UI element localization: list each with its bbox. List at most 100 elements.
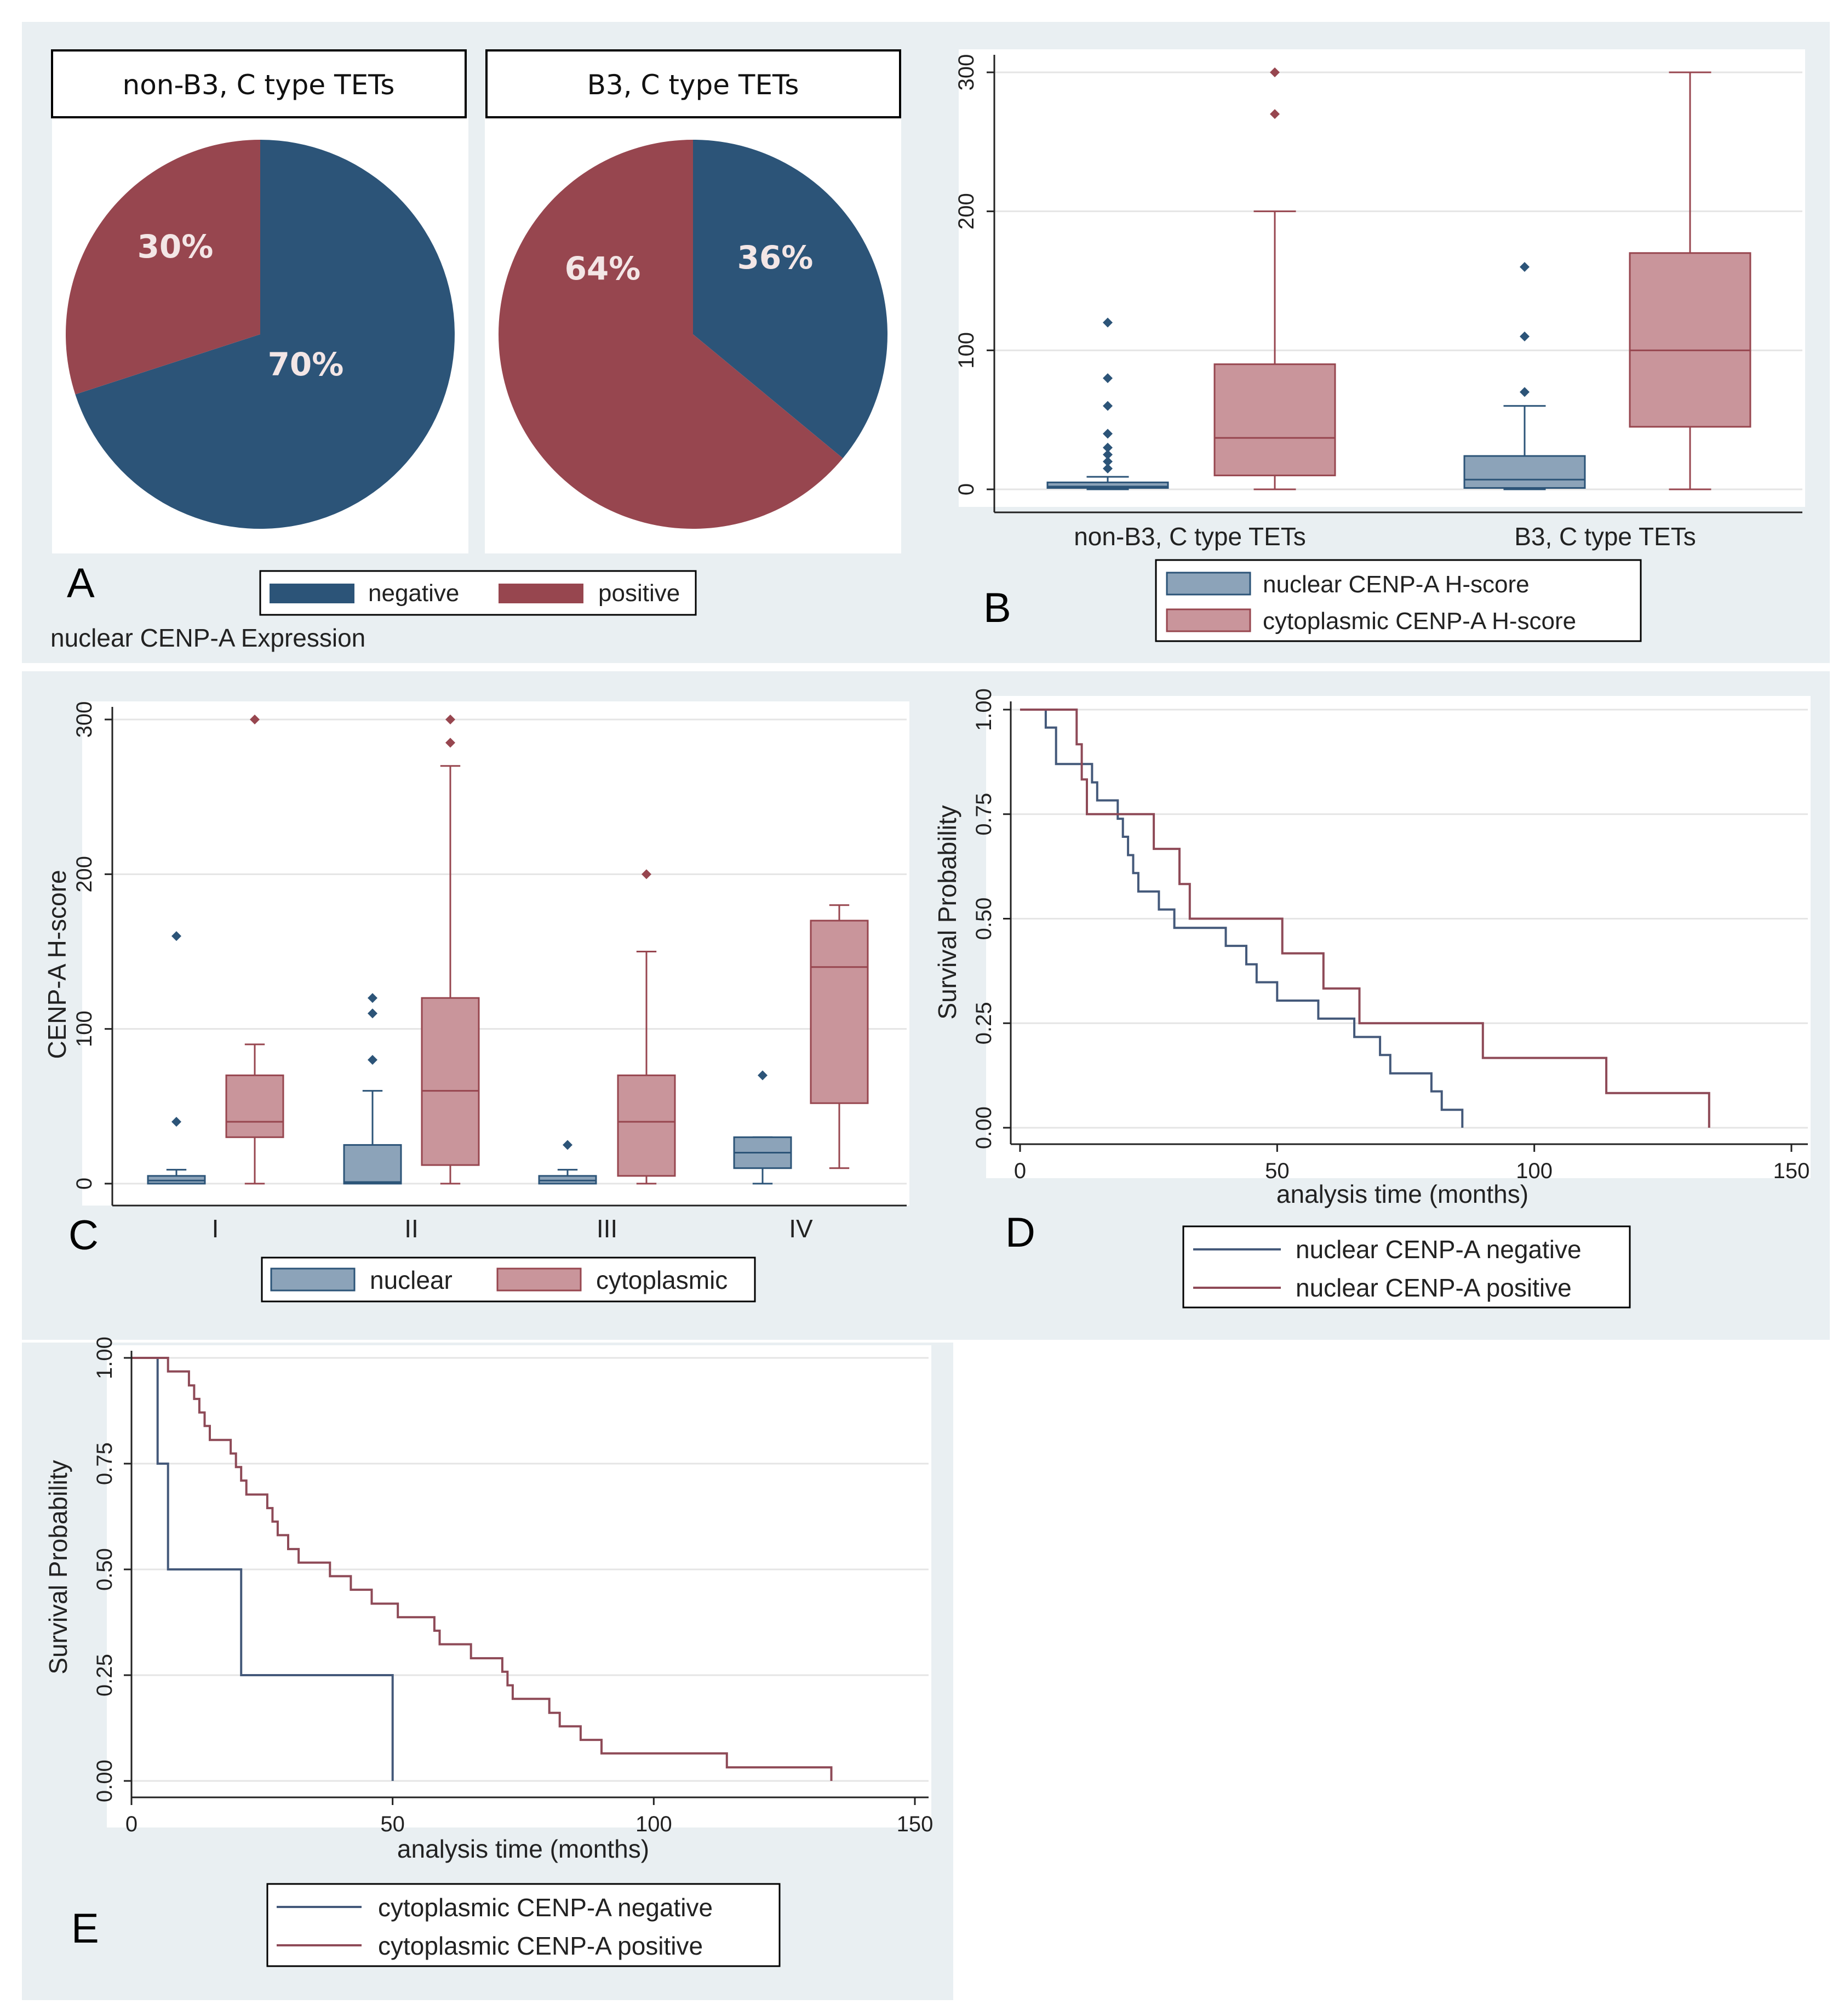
c-ii-cytoplasmic-box [421, 997, 480, 1166]
d-y-tick-label: 0.50 [972, 898, 996, 940]
panel-label-b: B [983, 585, 1011, 631]
e-x-axis-title: analysis time (months) [397, 1835, 649, 1863]
pie-2-header-box [485, 49, 901, 118]
e-survival-curve-positive [131, 1357, 833, 1781]
c-ii-cytoplasmic-outlier [445, 715, 455, 724]
d-y-tick-label: 0.25 [972, 1002, 996, 1044]
plot-d-area [986, 696, 1811, 1178]
e-x-tick-label: 100 [635, 1812, 672, 1836]
pie-2-label-positive: 64% [565, 250, 641, 287]
panel-a-subtitle: nuclear CENP-A Expression [50, 624, 365, 652]
d-y-tick-label: 1.00 [972, 688, 996, 731]
c-ii-cytoplasmic-outlier [445, 738, 455, 748]
pie-1-slice-positive [65, 140, 260, 395]
e-y-tick-label: 1.00 [93, 1337, 117, 1379]
b-b3-c-type-tets-nuclear-outlier [1520, 262, 1530, 272]
c-iii-cytoplasmic-outlier [642, 869, 651, 879]
e-y-tick-label: 0.75 [93, 1442, 117, 1485]
legend-d-label-positive: nuclear CENP-A positive [1296, 1273, 1572, 1302]
legend-a-swatch-negative [270, 584, 354, 603]
c-iii-cytoplasmic-box [617, 1074, 676, 1177]
c-iv-cytoplasmic-box [810, 920, 869, 1104]
e-y-tick-label: 0.00 [93, 1760, 117, 1802]
b-b3-c-type-tets-nuclear-outlier [1520, 387, 1530, 397]
legend-c-label-nuclear: nuclear [370, 1266, 453, 1294]
c-category-label-i: I [212, 1214, 219, 1243]
e-x-tick-label: 0 [125, 1812, 138, 1836]
c-ii-nuclear-outlier [368, 993, 377, 1003]
d-y-tick-label: 0.75 [972, 793, 996, 836]
pie-1-label-negative: 70% [268, 346, 344, 383]
legend-b-swatch-cytoplasmic [1166, 608, 1251, 632]
d-x-tick-label: 0 [1014, 1159, 1026, 1183]
legend-b-swatch-nuclear [1166, 572, 1251, 596]
b-y-tick-label: 100 [954, 332, 978, 369]
panel-a-pie-charts: non-B3, C type TETs B3, C type TETs 70% … [50, 49, 901, 652]
b-y-tick-label: 0 [954, 483, 978, 495]
legend-e-label-positive: cytoplasmic CENP-A positive [378, 1932, 703, 1960]
b-non-b3-c-type-tets-nuclear-outlier [1103, 401, 1113, 411]
b-non-b3-c-type-tets-nuclear-outlier [1103, 317, 1113, 328]
c-y-tick-label: 0 [72, 1178, 96, 1190]
legend-d-label-negative: nuclear CENP-A negative [1296, 1235, 1582, 1264]
b-non-b3-c-type-tets-nuclear-outlier [1103, 429, 1113, 439]
panel-e-survival-plot: 0.00 0.25 0.50 0.75 1.00 0 50 100 150 Survival P… [44, 1337, 934, 1967]
legend-a-swatch-positive [499, 584, 583, 603]
legend-b-label-nuclear: nuclear CENP-A H-score [1263, 571, 1530, 598]
pie-2-label-negative: 36% [737, 239, 814, 276]
c-ii-nuclear-outlier [368, 1008, 377, 1019]
c-category-label-iv: IV [789, 1214, 813, 1243]
c-iii-nuclear-outlier [563, 1140, 572, 1150]
b-non-b3-c-type-tets-nuclear-outlier [1103, 463, 1113, 473]
d-y-tick-label: 0.00 [972, 1106, 996, 1149]
b-non-b3-c-type-tets-cytoplasmic-outlier [1270, 109, 1280, 119]
b-non-b3-c-type-tets-cytoplasmic-box [1213, 363, 1336, 477]
e-x-tick-label: 50 [380, 1812, 405, 1836]
legend-a-label-negative: negative [368, 580, 459, 607]
b-category-label-2: B3, C type TETs [1514, 522, 1696, 551]
b-non-b3-c-type-tets-nuclear-box [1046, 481, 1169, 489]
pie-2-slice-positive [499, 140, 843, 529]
panel-d-survival-plot: 0.00 0.25 0.50 0.75 1.00 0 50 100 150 Survival P… [933, 688, 1811, 1309]
b-y-tick-label: 300 [954, 54, 978, 91]
legend-c-label-cytoplasmic: cytoplasmic [596, 1266, 728, 1294]
c-iv-nuclear-outlier [758, 1070, 768, 1081]
d-x-tick-label: 150 [1773, 1159, 1810, 1183]
pie-1-title: non-B3, C type TETs [123, 69, 395, 101]
legend-d-box [1182, 1225, 1631, 1309]
c-i-cytoplasmic-outlier [250, 715, 260, 724]
c-ii-nuclear-outlier [368, 1055, 377, 1065]
c-i-nuclear-outlier [171, 1117, 181, 1127]
c-y-tick-label: 300 [72, 701, 96, 738]
b-non-b3-c-type-tets-cytoplasmic-outlier [1270, 67, 1280, 77]
panel-label-d: D [1005, 1209, 1035, 1256]
b-b3-c-type-tets-nuclear-box [1463, 455, 1586, 489]
b-b3-c-type-tets-cytoplasmic-box [1629, 252, 1751, 428]
legend-c-swatch-nuclear [270, 1267, 356, 1292]
d-survival-curve-negative [1020, 709, 1464, 1128]
c-y-tick-label: 100 [72, 1010, 96, 1047]
b-non-b3-c-type-tets-nuclear-outlier [1103, 442, 1113, 453]
d-x-tick-label: 50 [1265, 1159, 1290, 1183]
e-y-tick-label: 0.50 [93, 1548, 117, 1591]
b-b3-c-type-tets-nuclear-outlier [1520, 331, 1530, 341]
d-x-axis-title: analysis time (months) [1276, 1180, 1528, 1208]
pie-2-slice-negative [693, 140, 887, 459]
e-x-tick-label: 150 [897, 1812, 934, 1836]
pie-1-label-positive: 30% [138, 228, 214, 265]
b-non-b3-c-type-tets-nuclear-outlier [1103, 456, 1113, 467]
c-y-axis-title: CENP-A H-score [43, 870, 71, 1059]
panel-label-a: A [67, 560, 95, 607]
e-y-tick-label: 0.25 [93, 1654, 117, 1697]
d-x-tick-label: 100 [1516, 1159, 1553, 1183]
pie-1-header-box [51, 49, 467, 118]
b-category-label-1: non-B3, C type TETs [1074, 522, 1306, 551]
plot-c-area [82, 701, 909, 1206]
b-y-tick-label: 200 [954, 193, 978, 230]
c-y-tick-label: 200 [72, 856, 96, 893]
panel-label-e: E [71, 1905, 99, 1952]
c-i-nuclear-outlier [171, 931, 181, 941]
pie-2-title: B3, C type TETs [587, 69, 799, 101]
panel-label-c: C [68, 1212, 99, 1259]
